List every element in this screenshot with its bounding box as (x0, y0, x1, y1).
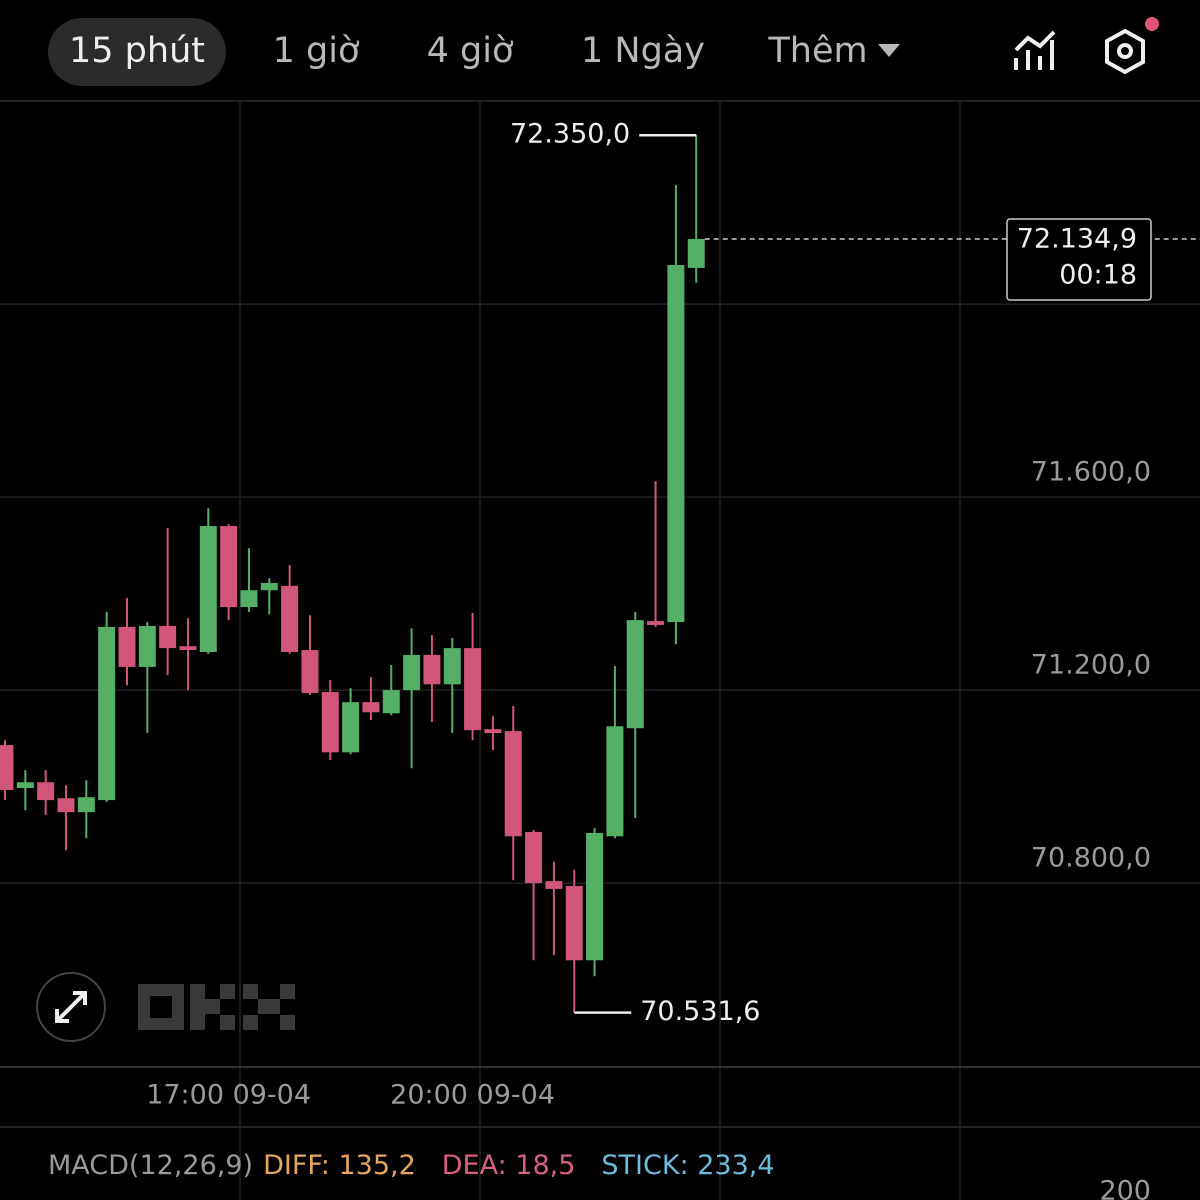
macd-axis-label: 200 (1099, 1176, 1151, 1200)
candle-body (626, 620, 644, 729)
candle-body (443, 648, 461, 685)
expand-button[interactable] (36, 972, 106, 1042)
dropdown-arrow (878, 44, 900, 57)
chart-type-icon[interactable] (1014, 30, 1056, 70)
candle-body (362, 702, 380, 713)
last-price-label: 72.134,9 (1017, 224, 1137, 255)
candle-body (667, 265, 685, 623)
y-tick-label: 70.800,0 (1031, 843, 1151, 874)
candle-body (321, 692, 339, 753)
candle-body (159, 625, 177, 649)
logo-block (190, 984, 205, 1030)
last-price-box (1006, 218, 1152, 301)
candle-body (423, 654, 441, 685)
macd-title: MACD(12,26,9) (48, 1150, 253, 1181)
tab[interactable]: 15 phút (48, 18, 226, 86)
candle-body (545, 881, 563, 889)
candle-body (382, 690, 400, 714)
tab-active-bg (48, 18, 226, 86)
candle-body (0, 745, 14, 790)
tab-label: 4 giờ (427, 31, 514, 71)
logo-block (243, 1015, 258, 1030)
candle-body (199, 526, 217, 652)
hex-dot (1117, 43, 1133, 59)
tab-label: 15 phút (69, 31, 205, 71)
plot: 70.800,071.200,071.600,072.000,017:00 09… (0, 119, 1200, 1111)
candle-body (16, 782, 34, 789)
tab[interactable]: 1 Ngày (581, 31, 705, 71)
hexagon (1105, 28, 1145, 75)
candle-body (525, 831, 543, 884)
tab[interactable]: 1 giờ (273, 31, 360, 71)
candle-body (118, 626, 136, 667)
tab-label: 1 Ngày (581, 31, 705, 71)
y-tick-label: 71.200,0 (1031, 650, 1151, 681)
logo-block (220, 1015, 235, 1030)
countdown: 00:18 (1059, 260, 1137, 291)
logo-block (258, 999, 280, 1014)
logo (138, 984, 295, 1030)
candle-body (504, 731, 522, 837)
candle-body (606, 726, 624, 837)
candle-body (281, 585, 299, 652)
candle-body (464, 648, 482, 731)
y-tick-label: 71.600,0 (1031, 457, 1151, 488)
candle-body (403, 654, 421, 691)
candle-body (220, 526, 238, 608)
candle-body (240, 590, 258, 608)
logo-block (280, 1015, 295, 1030)
logo-block (280, 984, 295, 999)
candle-body (586, 832, 604, 961)
candle-body (77, 797, 95, 813)
candle-body (260, 582, 278, 591)
tab-label: 1 giờ (273, 31, 360, 71)
notification-dot (1145, 17, 1159, 31)
candle-body (57, 798, 75, 813)
candle-body (179, 646, 197, 651)
candle-body (565, 885, 583, 961)
macd-legend: MACD(12,26,9) DIFF: 135,2 DEA: 18,5 STICK: … (48, 1150, 1151, 1200)
candle-body (37, 782, 55, 801)
candle-body (138, 625, 156, 667)
x-tick-label: 17:00 09-04 (146, 1080, 311, 1111)
candle-body (687, 239, 705, 268)
min-label: 70.531,6 (640, 996, 760, 1027)
candle-body (98, 626, 116, 801)
logo-block (220, 984, 235, 999)
settings-icon[interactable] (1105, 17, 1159, 75)
tab-bar: 15 phút 1 giờ 4 giờ 1 Ngày Thêm (48, 18, 900, 86)
candle-body (301, 650, 319, 693)
candle-body (484, 729, 502, 734)
icon-lines (1014, 30, 1056, 70)
logo-block (205, 999, 220, 1014)
macd-item: STICK: 233,4 (601, 1150, 774, 1181)
logo-block (243, 984, 258, 999)
max-label: 72.350,0 (510, 119, 630, 150)
macd-item: DEA: 18,5 (442, 1150, 576, 1181)
logo-hole (150, 996, 172, 1018)
x-tick-label: 20:00 09-04 (390, 1080, 555, 1111)
tab-label: Thêm (767, 31, 867, 71)
macd-item: DIFF: 135,2 (263, 1150, 416, 1181)
tab[interactable]: 4 giờ (427, 31, 514, 71)
expand-arrows (55, 991, 87, 1023)
macd-legend-text: MACD(12,26,9) DIFF: 135,2 DEA: 18,5 STICK: … (48, 1150, 775, 1181)
candle-body (647, 621, 665, 625)
tab[interactable]: Thêm (767, 31, 900, 71)
candle-body (342, 702, 360, 753)
